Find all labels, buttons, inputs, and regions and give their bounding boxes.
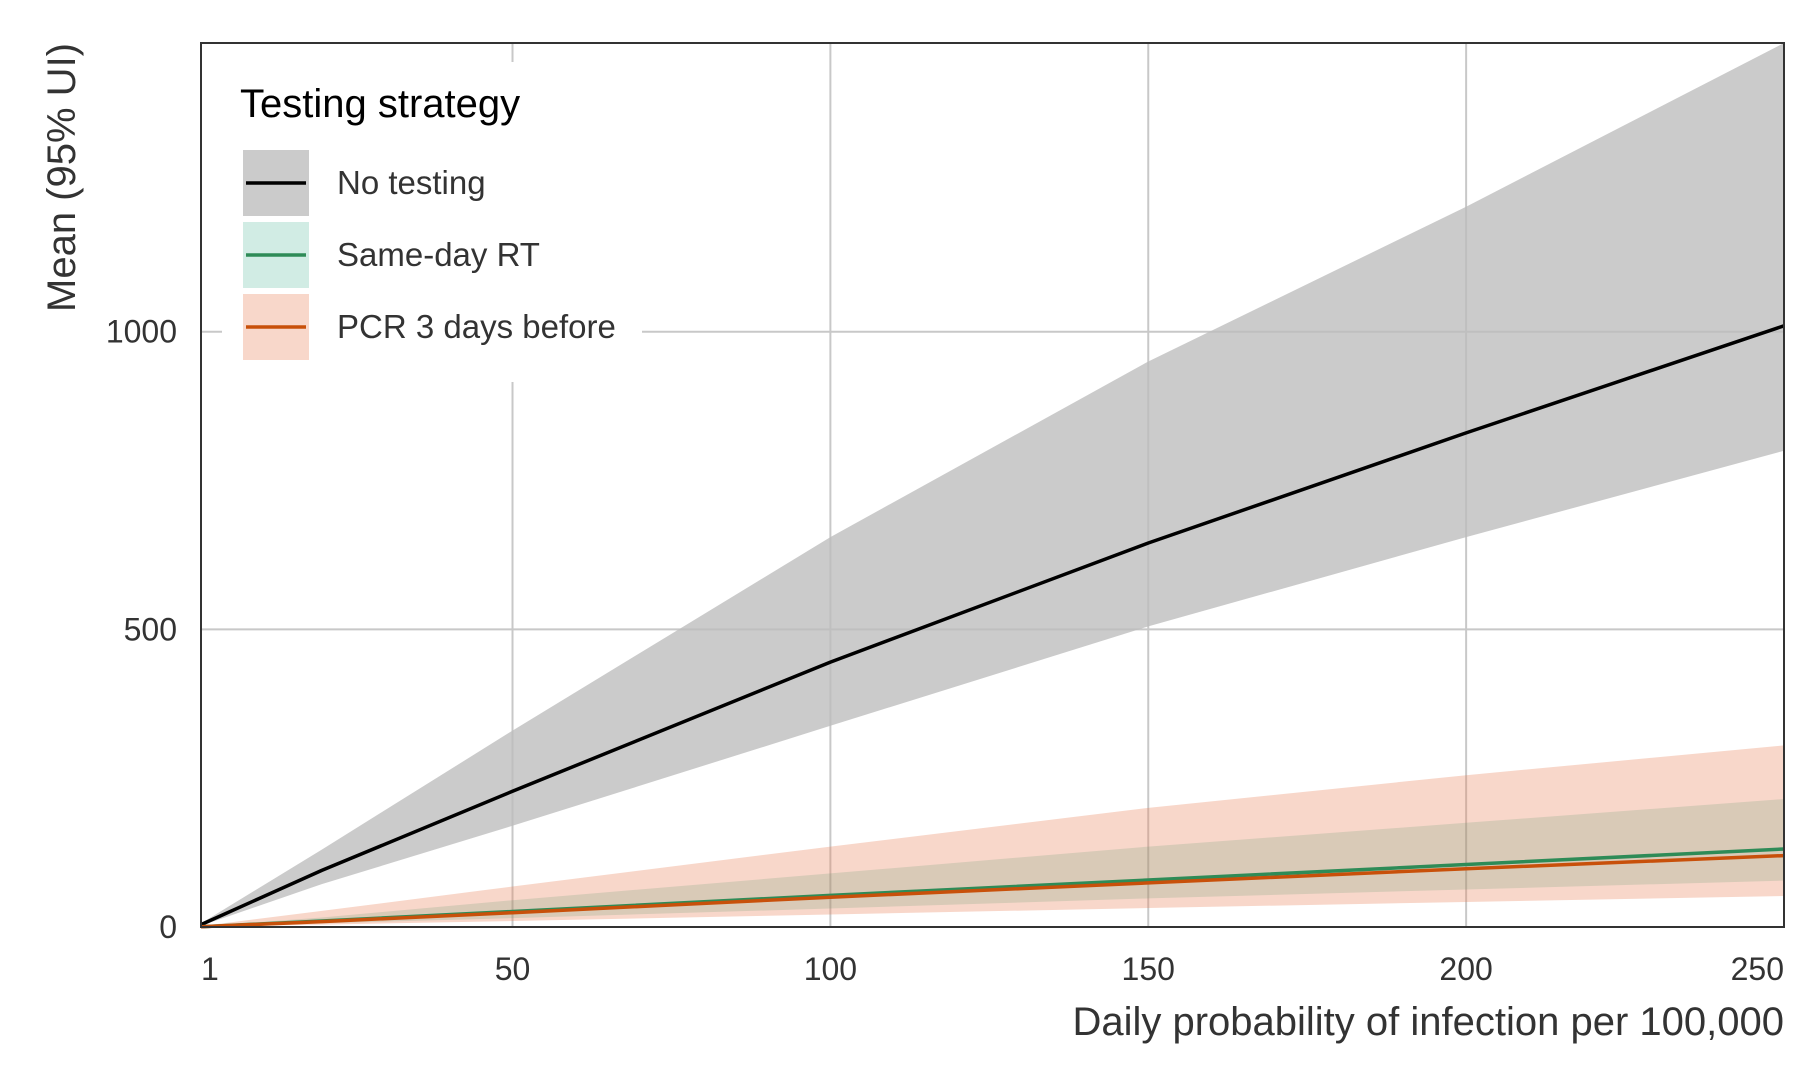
uncertainty-band <box>201 799 1784 927</box>
series-line <box>200 853 1785 929</box>
uncertainty-band <box>201 43 1784 926</box>
legend-label: PCR 3 days before <box>337 308 616 345</box>
uncertainty-band <box>201 745 1784 927</box>
legend-label: Same-day RT <box>337 236 540 273</box>
y-tick-label: 0 <box>159 909 177 945</box>
x-axis-title: Daily probability of infection per 100,0… <box>1072 1000 1784 1044</box>
uncertainty-bands <box>201 43 1784 927</box>
legend-item: PCR 3 days before <box>243 294 616 360</box>
legend: Testing strategy No testing Same-day RT PC… <box>222 62 642 382</box>
legend-label: No testing <box>337 164 486 201</box>
legend-title: Testing strategy <box>240 82 520 126</box>
x-tick-label: 250 <box>1731 951 1784 987</box>
y-axis-title: Mean (95% UI) <box>40 43 84 312</box>
legend-item: No testing <box>243 150 486 216</box>
x-tick-label: 50 <box>495 951 531 987</box>
x-tick-label: 100 <box>804 951 857 987</box>
y-tick-label: 1000 <box>106 314 177 350</box>
x-tick-label: 200 <box>1439 951 1492 987</box>
series-line <box>200 324 1785 927</box>
mean-lines <box>200 324 1785 929</box>
x-tick-label: 150 <box>1122 951 1175 987</box>
y-tick-label: 500 <box>124 611 177 647</box>
legend-item: Same-day RT <box>243 222 540 288</box>
plot-frame <box>200 42 1785 928</box>
x-tick-label: 1 <box>201 951 219 987</box>
